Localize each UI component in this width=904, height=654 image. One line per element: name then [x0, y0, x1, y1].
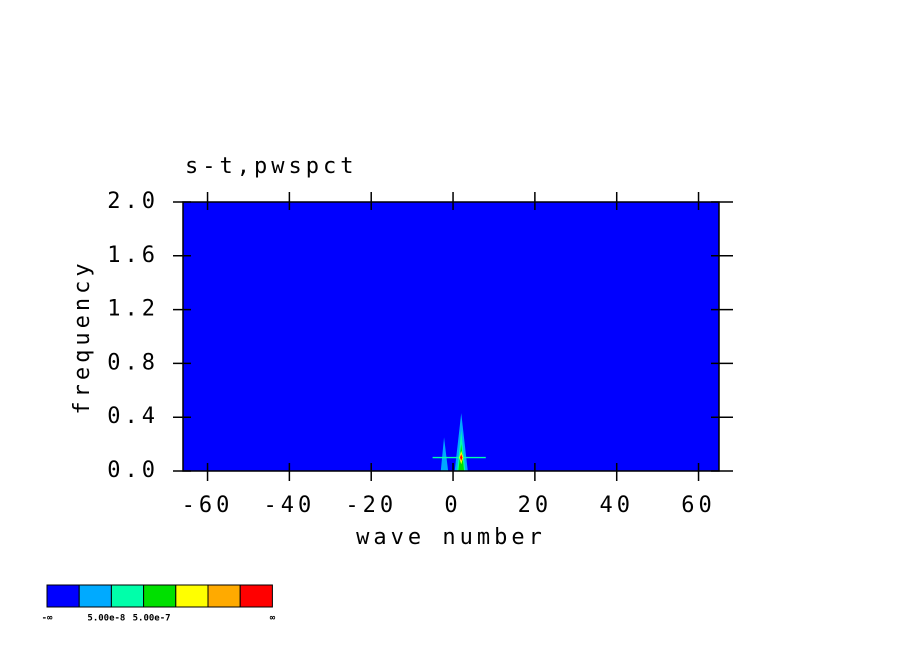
contour-region: [460, 454, 463, 461]
colorbar-label: ∞: [270, 614, 276, 624]
colorbar-label: 5.00e-7: [133, 614, 171, 624]
chart-title: s-t,pwspct: [185, 154, 357, 179]
colorbar-box: [239, 584, 273, 608]
x-tick-label: -60: [182, 493, 234, 518]
x-tick-label: 60: [681, 493, 716, 518]
contour-region: [440, 437, 449, 471]
colorbar-box: [143, 584, 177, 608]
colorbar-box: [207, 584, 241, 608]
x-tick-label: -20: [345, 493, 397, 518]
y-axis-title: frequency: [70, 259, 95, 414]
colorbar-box: [78, 584, 112, 608]
colorbar-box: [110, 584, 145, 608]
x-tick-label: 0: [444, 493, 461, 518]
colorbar-box: [175, 584, 209, 608]
y-tick-label: 0.8: [107, 350, 159, 375]
y-tick-label: 0.0: [107, 458, 159, 483]
colorbar-box: [46, 584, 80, 608]
x-tick-label: -40: [264, 493, 316, 518]
colorbar-label: 5.00e-8: [87, 614, 125, 624]
y-tick-label: 2.0: [107, 189, 159, 214]
colorbar-label: -∞: [42, 614, 53, 624]
plot-frame: [182, 201, 720, 472]
x-tick-label: 40: [599, 493, 634, 518]
y-tick-label: 1.2: [107, 297, 159, 322]
x-axis-title: wave number: [356, 525, 546, 550]
x-tick-label: 20: [518, 493, 553, 518]
y-tick-label: 0.4: [107, 404, 159, 429]
background-field: [183, 202, 719, 471]
y-tick-label: 1.6: [107, 243, 159, 268]
